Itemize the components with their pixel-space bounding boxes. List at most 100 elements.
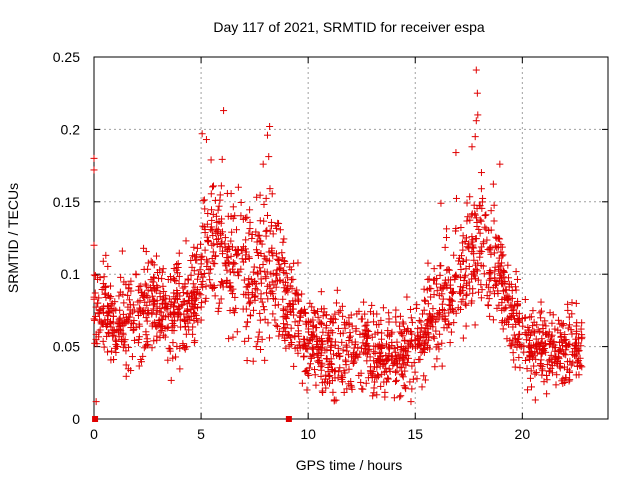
data-point <box>108 299 116 307</box>
data-point <box>490 217 498 225</box>
data-point <box>314 313 322 321</box>
data-point <box>438 339 446 347</box>
data-point <box>99 337 107 345</box>
data-point <box>531 329 539 337</box>
data-point <box>404 343 412 351</box>
data-point <box>365 345 373 353</box>
data-point <box>331 310 339 318</box>
data-point <box>147 276 155 284</box>
data-point <box>250 263 258 271</box>
data-point <box>484 302 492 310</box>
data-point <box>276 226 284 234</box>
data-point <box>368 301 376 309</box>
data-point <box>100 343 108 351</box>
data-point <box>256 309 264 317</box>
data-point <box>382 364 390 372</box>
data-point <box>485 227 493 235</box>
data-point <box>120 338 128 346</box>
data-point <box>210 240 218 248</box>
data-point <box>469 236 477 244</box>
data-point <box>355 371 363 379</box>
data-point <box>302 344 310 352</box>
data-point <box>432 343 440 351</box>
data-point <box>397 392 405 400</box>
data-point <box>107 356 115 364</box>
data-point <box>151 318 159 326</box>
data-point <box>258 240 266 248</box>
data-point-outlier <box>471 133 479 141</box>
data-point <box>229 214 237 222</box>
data-point <box>233 245 241 253</box>
data-point <box>366 367 374 375</box>
data-point <box>443 324 451 332</box>
data-point <box>392 378 400 386</box>
data-point <box>490 290 498 298</box>
data-point <box>552 381 560 389</box>
data-point <box>441 243 449 251</box>
data-point <box>361 345 369 353</box>
data-point <box>213 218 221 226</box>
data-point <box>543 390 551 398</box>
data-point <box>128 319 136 327</box>
data-point <box>530 318 538 326</box>
data-point <box>115 292 123 300</box>
data-point <box>291 289 299 297</box>
data-point <box>291 344 299 352</box>
data-point <box>245 275 253 283</box>
data-point <box>280 320 288 328</box>
data-point <box>305 339 313 347</box>
data-point <box>461 273 469 281</box>
data-point <box>428 318 436 326</box>
data-point <box>537 298 545 306</box>
data-point <box>197 291 205 299</box>
data-point <box>339 329 347 337</box>
data-point <box>302 345 310 353</box>
data-point-outlier <box>437 199 445 207</box>
data-point <box>477 185 485 193</box>
data-point <box>193 275 201 283</box>
data-point <box>406 378 414 386</box>
data-point <box>489 316 497 324</box>
data-point <box>183 307 191 315</box>
data-point <box>170 264 178 272</box>
data-point <box>98 285 106 293</box>
data-point <box>350 344 358 352</box>
data-point <box>111 344 119 352</box>
data-point <box>134 298 142 306</box>
data-point <box>576 362 584 370</box>
data-point <box>486 312 494 320</box>
data-point <box>252 280 260 288</box>
data-point <box>455 288 463 296</box>
data-point <box>423 286 431 294</box>
data-point <box>363 334 371 342</box>
data-point <box>240 290 248 298</box>
data-point-outlier <box>474 111 482 119</box>
data-point <box>281 278 289 286</box>
data-point <box>126 310 134 318</box>
data-point <box>424 276 432 284</box>
data-point <box>275 255 283 263</box>
data-point <box>208 283 216 291</box>
data-point <box>457 274 465 282</box>
data-point <box>514 297 522 305</box>
data-point <box>272 283 280 291</box>
data-point <box>554 353 562 361</box>
data-point <box>135 333 143 341</box>
data-point <box>566 376 574 384</box>
y-tick-label: 0.05 <box>53 339 80 355</box>
data-point <box>159 282 167 290</box>
data-point <box>362 321 370 329</box>
data-point <box>169 354 177 362</box>
data-point <box>500 305 508 313</box>
data-point <box>273 250 281 258</box>
data-point <box>385 309 393 317</box>
data-point <box>414 325 422 333</box>
data-point <box>505 280 513 288</box>
data-point <box>408 318 416 326</box>
data-point <box>99 257 107 265</box>
data-point <box>119 310 127 318</box>
data-point <box>345 365 353 373</box>
data-point <box>272 224 280 232</box>
chart-title: Day 117 of 2021, SRMTID for receiver esp… <box>213 19 485 35</box>
data-point <box>208 254 216 262</box>
